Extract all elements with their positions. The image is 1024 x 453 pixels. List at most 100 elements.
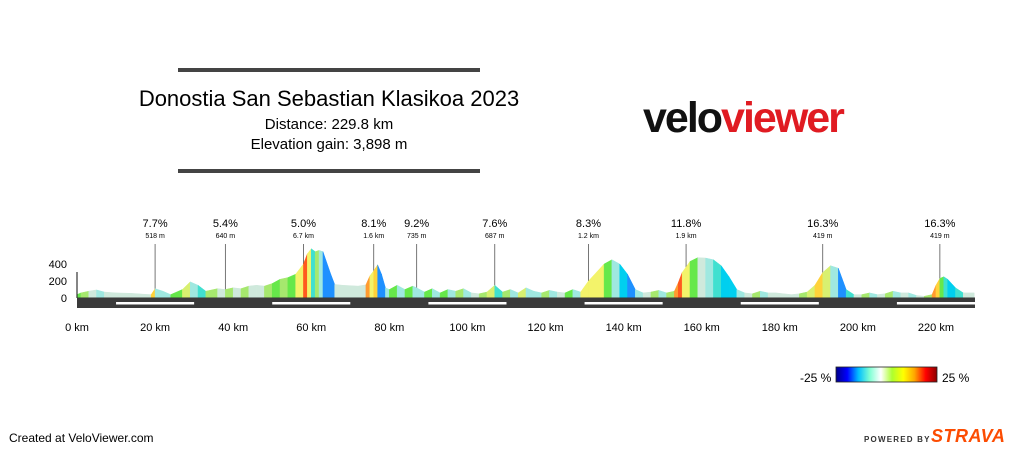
profile-segment [908,292,917,299]
climb-length-label: 419 m [813,233,833,240]
powered-by-label: POWERED BY [864,435,931,444]
profile-segment [256,284,265,299]
profile-segment [963,292,975,299]
veloviewer-logo[interactable]: veloviewer [643,94,845,142]
profile-segment [463,288,472,299]
x-tick-label: 180 km [762,322,798,334]
profile-segment [627,274,636,299]
profile-segment [923,294,933,299]
profile-segment [580,280,589,299]
climb-gradient-label: 8.3% [576,218,601,230]
profile-segment [96,289,105,299]
profile-segment [619,263,628,299]
profile-segment [447,289,456,299]
x-tick-label: 0 km [65,322,89,334]
profile-segment [564,289,574,299]
profile-segment [572,289,581,299]
profile-segment [295,263,304,299]
distance-band-stripe [740,302,819,305]
gradient-legend-bar [835,366,938,383]
x-tick-label: 120 km [527,322,563,334]
y-tick-label: 200 [49,276,67,288]
profile-segment [767,292,777,299]
profile-segment [197,284,207,299]
distance-band-stripe [896,302,975,305]
profile-segment [307,247,312,299]
climb-length-label: 1.9 km [676,233,697,240]
logo-velo: velo [643,94,723,142]
profile-segment [189,281,199,299]
gradient-legend-min: -25 % [800,371,832,385]
climb-gradient-label: 8.1% [361,218,386,230]
profile-segment [350,285,359,299]
distance-band [77,298,975,308]
profile-segment [455,288,464,299]
x-tick-label: 200 km [840,322,876,334]
profile-segment [154,288,164,299]
profile-segment [877,293,886,299]
profile-segment [666,290,675,299]
profile-segment [674,282,679,299]
strava-logo[interactable]: STRAVA [931,426,1006,446]
created-at-link[interactable]: Created at VeloViewer.com [9,431,154,445]
profile-segment [115,292,132,299]
x-tick-label: 20 km [140,322,170,334]
climb-gradient-label: 9.2% [404,218,429,230]
x-tick-label: 160 km [684,322,720,334]
profile-segment [502,289,511,299]
profile-segment [635,289,644,299]
profile-segment [248,284,257,299]
profile-segment [271,278,281,299]
route-distance: Distance: 229.8 km [264,116,394,133]
profile-segment [603,259,613,299]
profile-segment [311,248,316,299]
climb-length-label: 735 m [407,233,427,240]
profile-segment [389,284,398,299]
x-tick-label: 100 km [449,322,485,334]
profile-segment [80,290,89,299]
y-tick-label: 400 [49,259,67,271]
profile-segment [478,291,488,299]
profile-segment [377,264,382,299]
climb-gradient-label: 16.3% [924,218,955,230]
profile-segment [556,291,566,299]
title-rule-bottom [178,169,480,173]
profile-segment [381,274,386,299]
climb-gradient-label: 5.0% [291,218,316,230]
climb-gradient-label: 16.3% [807,218,838,230]
profile-segment [845,289,855,299]
profile-segment [396,284,406,299]
climb-length-label: 640 m [216,233,236,240]
profile-segment [838,268,847,299]
profile-segment [541,290,550,299]
profile-segment [432,288,441,299]
profile-segment [131,293,144,299]
profile-segment [642,291,652,299]
title-rule-top [178,68,480,72]
profile-segment [861,292,870,299]
climb-length-label: 419 m [930,233,950,240]
distance-band-stripe [584,302,663,305]
profile-segment [658,290,667,299]
profile-segment [404,285,414,299]
x-tick-label: 80 km [374,322,404,334]
logo-viewer: viewer [721,94,845,142]
x-tick-label: 140 km [606,322,642,334]
profile-segment [736,289,745,299]
climb-length-label: 518 m [145,233,165,240]
profile-segment [853,294,863,299]
profile-segment [697,257,706,299]
profile-segment [314,250,320,299]
climb-gradient-label: 7.6% [482,218,507,230]
profile-segment [775,292,784,299]
profile-segment [439,289,449,299]
profile-segment [689,257,699,299]
profile-segment [517,287,527,299]
profile-segment [814,271,823,299]
profile-segment [596,263,605,299]
profile-segment [182,281,191,299]
profile-segment [705,257,714,299]
profile-segment [334,284,343,299]
profile-segment [931,285,937,299]
